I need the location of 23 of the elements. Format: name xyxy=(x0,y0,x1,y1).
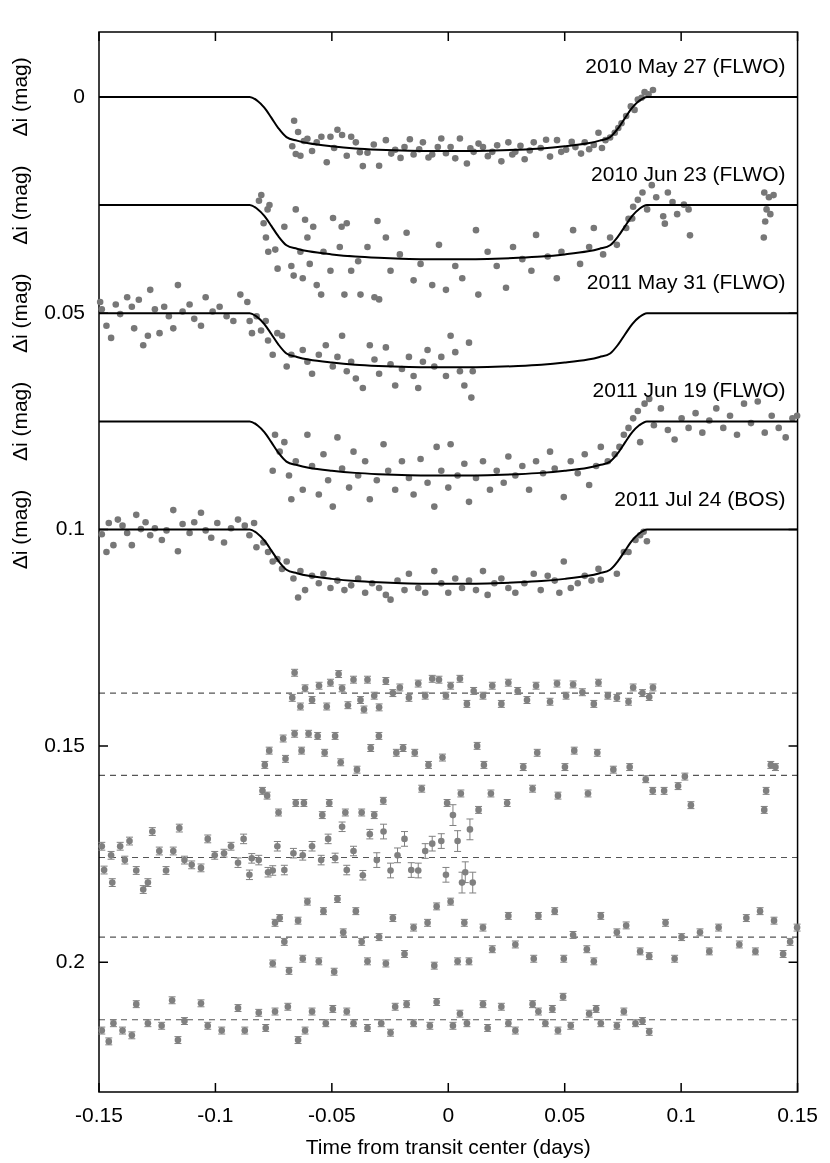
x-tick-label: -0.1 xyxy=(197,1103,234,1127)
series-label: 2011 Jul 24 (BOS) xyxy=(614,486,786,510)
series-label: 2011 May 31 (FLWO) xyxy=(586,270,786,294)
text: Δi (mag) xyxy=(7,165,31,245)
y-tick-label: 0.15 xyxy=(44,732,85,756)
x-tick-label: -0.05 xyxy=(307,1103,356,1127)
y-tick-label: 0.2 xyxy=(55,949,85,972)
y-tick-label: 0.1 xyxy=(55,516,85,540)
x-tick-label: -0.15 xyxy=(75,1103,123,1127)
legend-label: 2010 May 27 (FLWO) xyxy=(585,53,786,77)
x-axis-title: Time from transit center (days) xyxy=(305,1135,591,1159)
series-label: 2011 Jun 19 (FLWO) xyxy=(592,378,786,402)
x-tick-label: 0 xyxy=(442,1103,455,1127)
text: Δi (mag) xyxy=(7,57,31,137)
text: Δi (mag) xyxy=(7,381,31,462)
series-label: 2010 Jun 23 (FLWO) xyxy=(591,162,786,186)
text: Δi (mag) xyxy=(7,489,31,570)
y-tick-label: 0 xyxy=(73,83,85,107)
y-tick-label: 0.05 xyxy=(44,300,85,324)
x-tick-label: 0.05 xyxy=(544,1103,586,1127)
x-tick-label: 0.15 xyxy=(777,1103,818,1127)
text: Δi (mag) xyxy=(7,273,31,353)
x-tick-label: 0.1 xyxy=(666,1103,696,1127)
